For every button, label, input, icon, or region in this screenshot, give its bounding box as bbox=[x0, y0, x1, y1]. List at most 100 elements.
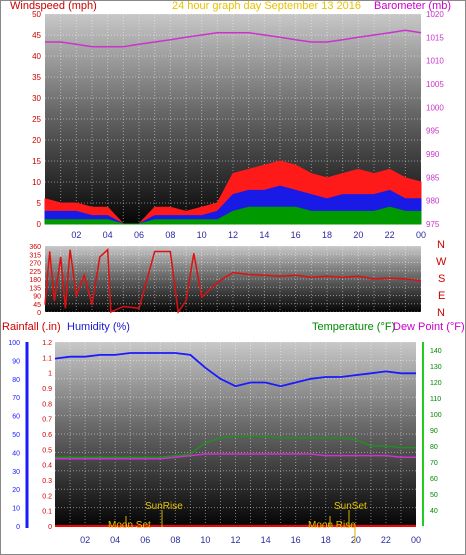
humidity-ytick-label: 70 bbox=[12, 395, 20, 402]
temperature-ytick-label: 50 bbox=[430, 492, 438, 499]
rain-ytick-label: 1.1 bbox=[42, 355, 52, 362]
dewpoint-line bbox=[55, 453, 416, 460]
rain-ytick-label: 0.3 bbox=[42, 478, 52, 485]
humidity-ytick-label: 100 bbox=[8, 340, 20, 347]
temperature-line bbox=[55, 435, 416, 458]
wind-ytick-label: 45 bbox=[32, 31, 41, 40]
direction-ytick-label: 0 bbox=[37, 310, 41, 317]
wind-ytick-label: 25 bbox=[32, 115, 41, 124]
rain-ytick-label: 0.7 bbox=[42, 417, 52, 424]
rain-ytick-label: 0.1 bbox=[42, 509, 52, 516]
baro-ytick-label: 1020 bbox=[426, 10, 444, 19]
baro-ytick-label: 1000 bbox=[426, 103, 444, 112]
compass-s: S bbox=[438, 273, 445, 285]
rain-ytick-label: 1 bbox=[48, 371, 52, 378]
temperature-ytick-label: 140 bbox=[430, 348, 442, 355]
direction-ytick-label: 315 bbox=[29, 252, 41, 259]
wind-xtick-label: 06 bbox=[134, 230, 144, 240]
humidity-xtick-label: 04 bbox=[110, 535, 120, 545]
sunrise-label: SunRise bbox=[145, 501, 183, 512]
wind-xtick-label: 20 bbox=[353, 230, 363, 240]
rain-ytick-label: 0.9 bbox=[42, 386, 52, 393]
wind-title: Windspeed (mph) bbox=[10, 0, 97, 12]
barometer-title: Barometer (mb) bbox=[374, 0, 451, 12]
direction-ytick-label: 90 bbox=[33, 294, 41, 301]
temperature-ytick-label: 60 bbox=[430, 476, 438, 483]
humidity-xtick-label: 22 bbox=[381, 535, 391, 545]
temperature-ytick-label: 110 bbox=[430, 396, 441, 403]
rain-ytick-label: 0.8 bbox=[42, 401, 52, 408]
wind-xtick-label: 00 bbox=[416, 230, 426, 240]
humidity-ytick-label: 60 bbox=[12, 414, 20, 421]
humidity-title: Humidity (%) bbox=[67, 321, 130, 333]
humidity-plot-area bbox=[55, 342, 416, 526]
humidity-line bbox=[54, 352, 416, 388]
wind-ytick-label: 10 bbox=[32, 178, 41, 187]
baro-ytick-label: 985 bbox=[426, 173, 440, 182]
baro-ytick-label: 990 bbox=[426, 150, 440, 159]
sunset-label: SunSet bbox=[334, 501, 367, 512]
humidity-ytick-label: 50 bbox=[12, 432, 20, 439]
temperature-ytick-label: 100 bbox=[430, 412, 442, 419]
direction-ytick-label: 135 bbox=[29, 285, 41, 292]
direction-ytick-label: 180 bbox=[29, 277, 41, 284]
compass-w: W bbox=[436, 256, 447, 268]
baro-ytick-label: 1015 bbox=[426, 33, 444, 42]
wind-low-area bbox=[44, 206, 422, 225]
graph-title: 24 hour graph day September 13 2016 bbox=[172, 0, 361, 12]
wind-xtick-label: 14 bbox=[259, 230, 269, 240]
rain-ytick-label: 0.4 bbox=[42, 463, 52, 470]
direction-ytick-label: 360 bbox=[29, 244, 41, 251]
rain-ytick-label: 1.2 bbox=[42, 340, 52, 347]
baro-ytick-label: 980 bbox=[426, 197, 440, 206]
humidity-ytick-label: 80 bbox=[12, 377, 20, 384]
wind-xtick-label: 22 bbox=[385, 230, 395, 240]
baro-ytick-label: 1010 bbox=[426, 57, 444, 66]
humidity-ytick-label: 20 bbox=[12, 487, 20, 494]
humidity-ytick-label: 90 bbox=[12, 358, 20, 365]
wind-ytick-label: 40 bbox=[32, 52, 41, 61]
wind-xtick-label: 18 bbox=[322, 230, 332, 240]
wind-xtick-label: 02 bbox=[71, 230, 81, 240]
humidity-xtick-label: 08 bbox=[170, 535, 180, 545]
temperature-ytick-label: 90 bbox=[430, 428, 438, 435]
wind-direction-line bbox=[44, 248, 422, 314]
baro-ytick-label: 1005 bbox=[426, 80, 444, 89]
humidity-xtick-label: 06 bbox=[140, 535, 150, 545]
humidity-xtick-label: 16 bbox=[291, 535, 301, 545]
dewpoint-title: Dew Point (°F) bbox=[393, 321, 465, 333]
barometer-line bbox=[45, 29, 422, 48]
wind-ytick-label: 30 bbox=[32, 94, 41, 103]
wind-xtick-label: 04 bbox=[103, 230, 113, 240]
temperature-ytick-label: 130 bbox=[430, 364, 442, 371]
humidity-xtick-label: 12 bbox=[230, 535, 240, 545]
humidity-xtick-label: 02 bbox=[80, 535, 90, 545]
temperature-ytick-label: 80 bbox=[430, 444, 438, 451]
humidity-ytick-label: 40 bbox=[12, 450, 20, 457]
moonrise-label: Moon Rise bbox=[308, 520, 356, 531]
humidity-xtick-label: 18 bbox=[321, 535, 331, 545]
wind-xtick-label: 10 bbox=[197, 230, 207, 240]
rain-ytick-label: 0.6 bbox=[42, 432, 52, 439]
wind-ytick-label: 20 bbox=[32, 136, 41, 145]
humidity-ytick-label: 0 bbox=[16, 524, 20, 531]
direction-ytick-label: 225 bbox=[29, 269, 41, 276]
baro-ytick-label: 975 bbox=[426, 220, 440, 229]
temperature-ytick-label: 70 bbox=[430, 460, 438, 467]
wind-ytick-label: 0 bbox=[37, 220, 42, 229]
compass-n-bottom: N bbox=[437, 307, 445, 319]
rain-title: Rainfall (.in) bbox=[2, 321, 61, 333]
baro-ytick-label: 995 bbox=[426, 127, 440, 136]
wind-ytick-label: 15 bbox=[32, 157, 41, 166]
rain-ytick-label: 0.2 bbox=[42, 493, 52, 500]
humidity-xtick-label: 14 bbox=[261, 535, 271, 545]
humidity-xtick-label: 10 bbox=[200, 535, 210, 545]
moonset-label: Moon Set bbox=[108, 520, 151, 531]
wind-xtick-label: 12 bbox=[228, 230, 238, 240]
humidity-ytick-label: 10 bbox=[12, 506, 20, 513]
compass-e: E bbox=[438, 290, 445, 302]
wind-ytick-label: 50 bbox=[32, 10, 41, 19]
humidity-xtick-label: 00 bbox=[411, 535, 421, 545]
compass-n-top: N bbox=[437, 239, 445, 251]
rain-ytick-label: 0 bbox=[48, 524, 52, 531]
